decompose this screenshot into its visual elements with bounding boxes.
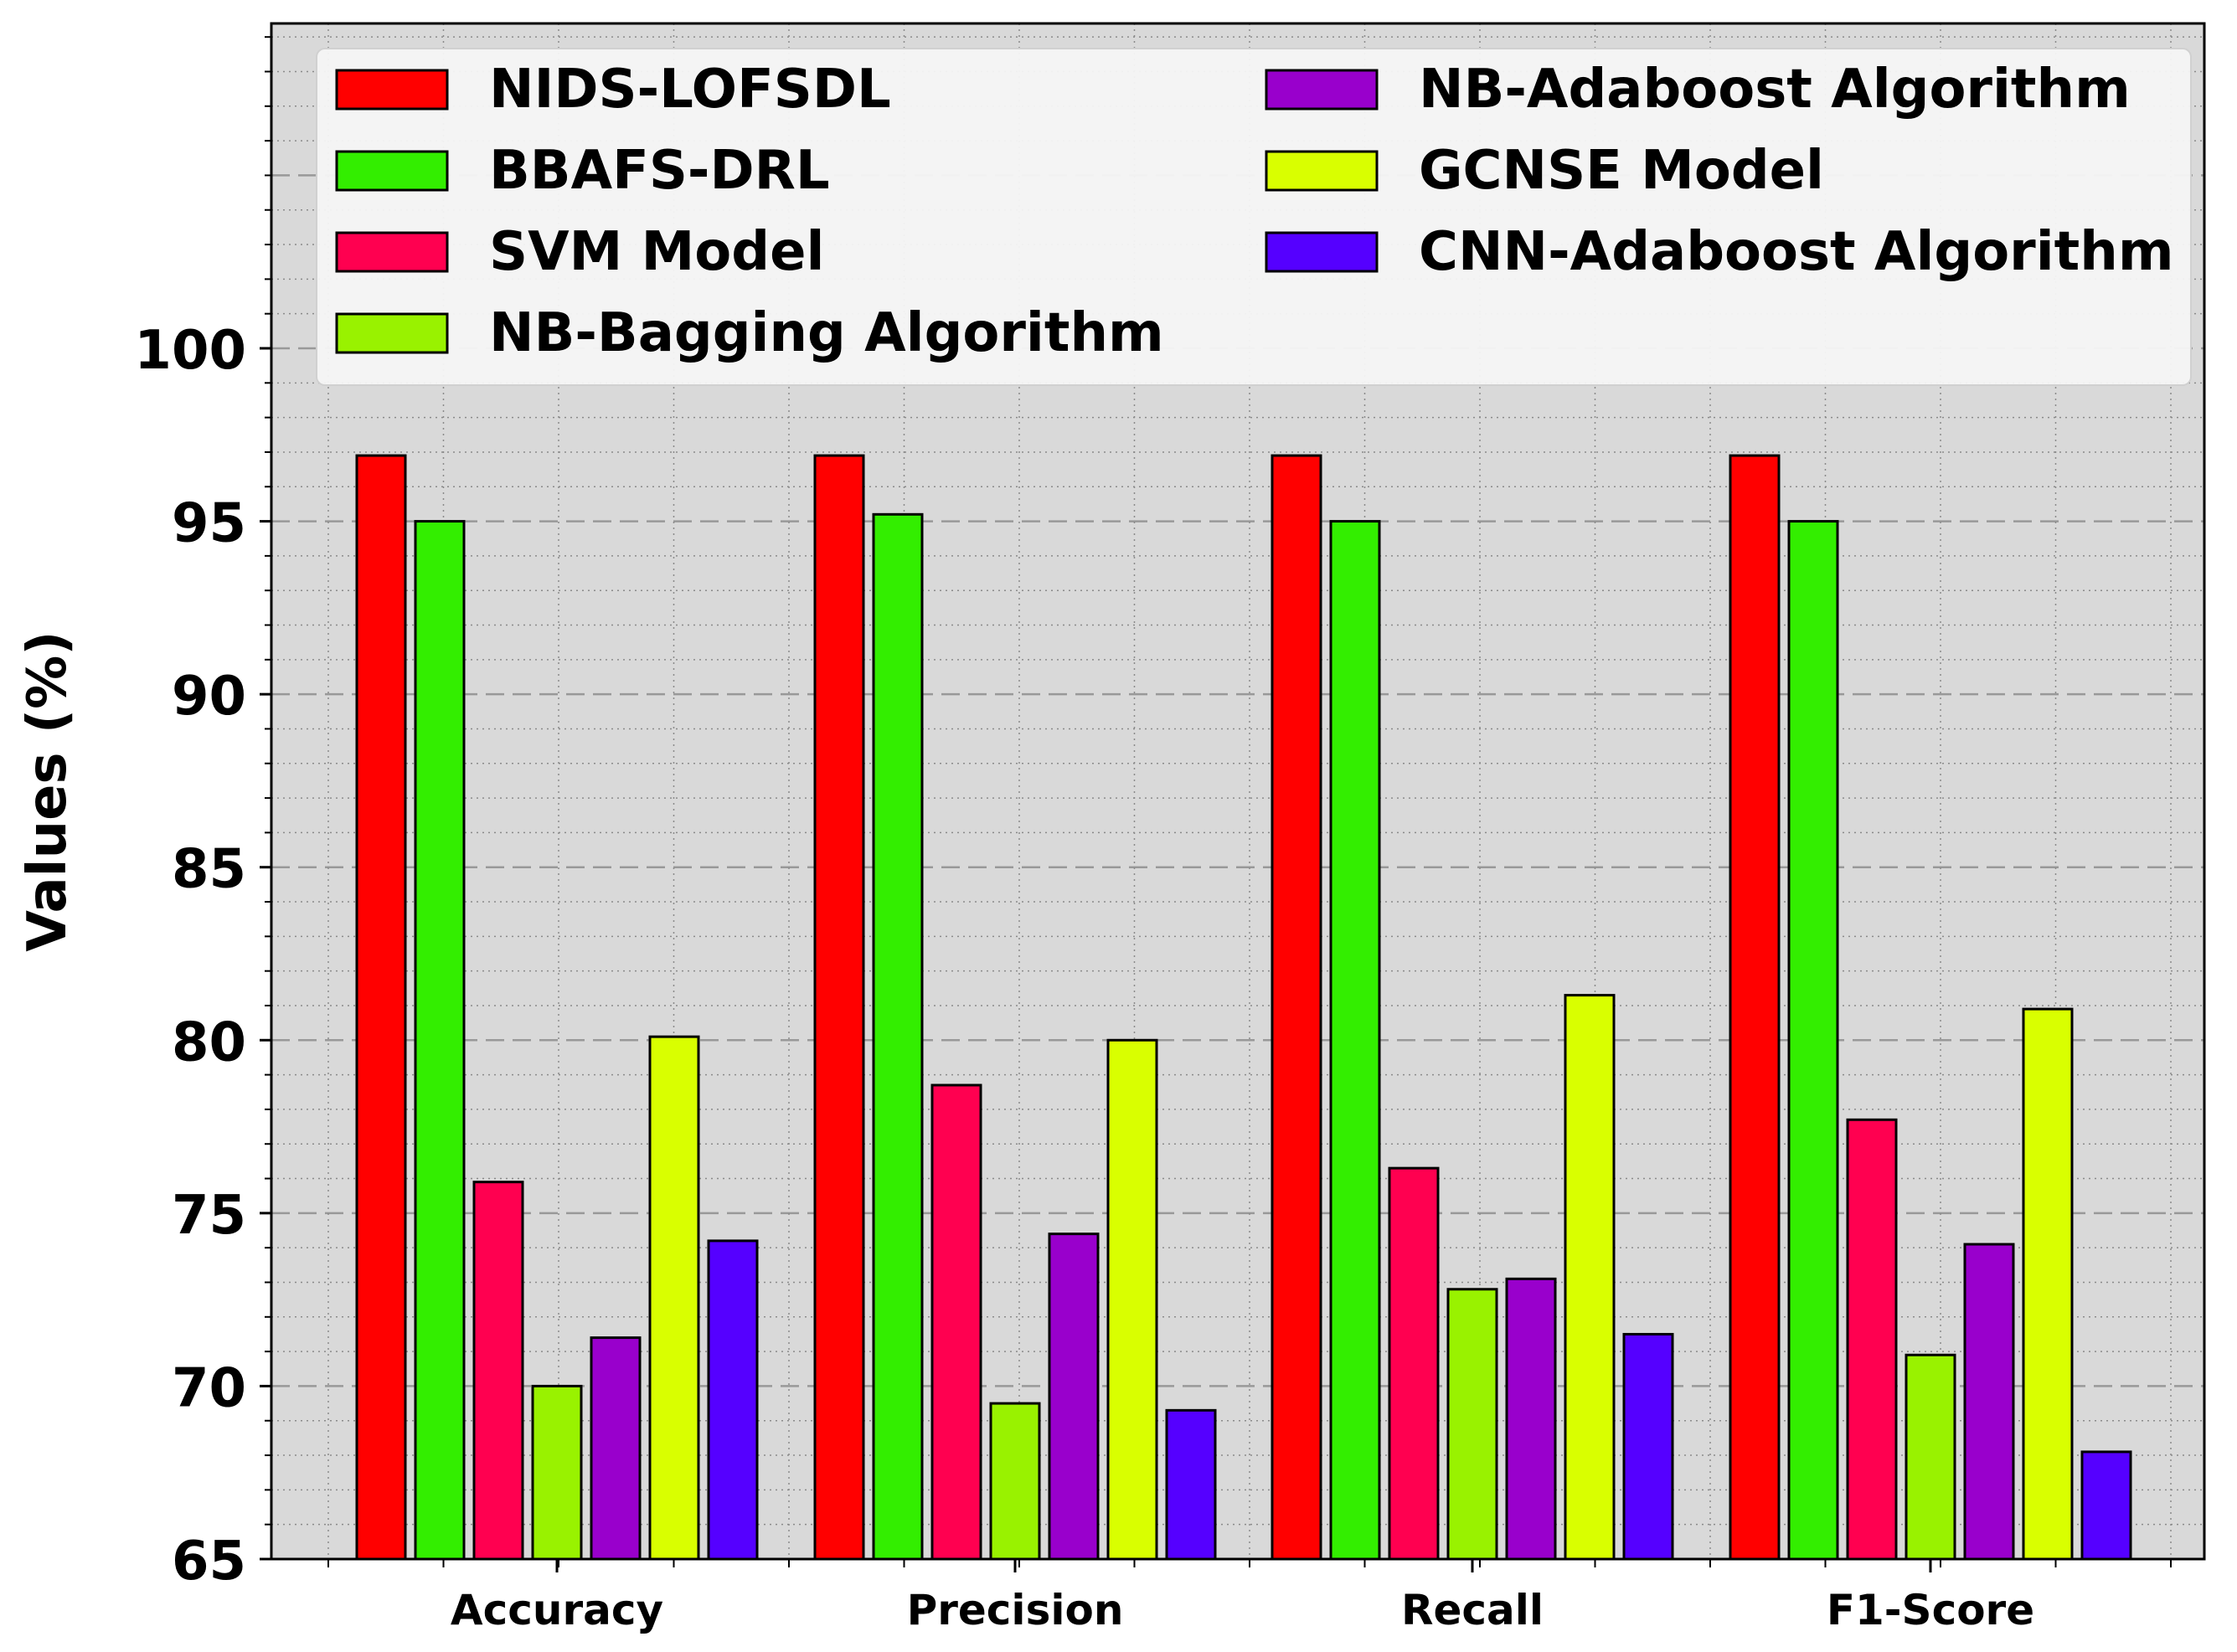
- bar-precision-nb-adaboost-algorithm: [1048, 1233, 1100, 1561]
- bar-recall-nb-bagging-algorithm: [1446, 1288, 1498, 1561]
- legend-box: [316, 48, 2192, 386]
- y-axis-label: Values (%): [17, 630, 79, 951]
- legend-swatch: [335, 312, 449, 354]
- bar-accuracy-svm-model: [472, 1181, 524, 1561]
- bar-accuracy-cnn-adaboost-algorithm: [707, 1239, 759, 1561]
- legend-swatch: [1265, 150, 1379, 192]
- legend-label: NB-Adaboost Algorithm: [1419, 59, 2131, 121]
- bar-f1-score-cnn-adaboost-algorithm: [2080, 1450, 2132, 1561]
- legend-label: BBAFS-DRL: [489, 140, 830, 202]
- y-tick-label: 95: [172, 493, 246, 555]
- bar-precision-svm-model: [930, 1083, 982, 1561]
- legend-swatch: [335, 231, 449, 273]
- legend-label: NIDS-LOFSDL: [489, 59, 891, 121]
- bar-f1-score-nids-lofsdl: [1729, 454, 1781, 1561]
- bar-accuracy-bbafs-drl: [414, 520, 466, 1561]
- bar-f1-score-gcnse-model: [2022, 1007, 2074, 1561]
- legend-label: SVM Model: [489, 221, 824, 283]
- bar-recall-svm-model: [1388, 1166, 1440, 1561]
- bar-precision-nb-bagging-algorithm: [989, 1402, 1041, 1561]
- bar-accuracy-gcnse-model: [648, 1035, 700, 1561]
- legend-swatch: [1265, 231, 1379, 273]
- bar-precision-gcnse-model: [1106, 1038, 1158, 1561]
- bar-accuracy-nb-adaboost-algorithm: [590, 1336, 642, 1561]
- y-tick-label: 80: [172, 1011, 246, 1073]
- bar-accuracy-nb-bagging-algorithm: [531, 1384, 583, 1561]
- bar-precision-bbafs-drl: [872, 512, 924, 1561]
- bar-recall-cnn-adaboost-algorithm: [1622, 1332, 1674, 1561]
- legend-swatch: [335, 69, 449, 111]
- legend-swatch: [1265, 69, 1379, 111]
- bar-precision-cnn-adaboost-algorithm: [1165, 1408, 1217, 1561]
- x-tick-label: Accuracy: [451, 1586, 663, 1634]
- x-tick-label: F1-Score: [1827, 1586, 2034, 1634]
- bar-f1-score-nb-bagging-algorithm: [1905, 1353, 1956, 1561]
- legend-label: CNN-Adaboost Algorithm: [1419, 221, 2174, 283]
- bar-precision-nids-lofsdl: [813, 454, 865, 1561]
- y-tick-label: 70: [172, 1357, 246, 1419]
- axis-ticks: 65 70 75 80 85 90 95 100 Accuracy Precision Recall…: [134, 36, 2172, 1634]
- x-tick-label: Recall: [1401, 1586, 1544, 1634]
- y-tick-label: 85: [172, 839, 246, 901]
- y-tick-label: 75: [172, 1185, 246, 1247]
- bar-recall-bbafs-drl: [1329, 520, 1381, 1561]
- legend-label: NB-Bagging Algorithm: [489, 302, 1164, 364]
- bar-accuracy-nids-lofsdl: [355, 454, 407, 1561]
- legend-swatch: [335, 150, 449, 192]
- plot-frame: [270, 22, 2206, 1561]
- bar-recall-gcnse-model: [1564, 994, 1616, 1561]
- y-tick-label: 90: [172, 666, 246, 728]
- x-tick-label: Precision: [907, 1586, 1124, 1634]
- bar-f1-score-nb-adaboost-algorithm: [1963, 1243, 2015, 1561]
- bar-f1-score-bbafs-drl: [1787, 520, 1839, 1561]
- y-tick-label: 100: [134, 320, 246, 382]
- legend: NIDS-LOFSDL BBAFS-DRL SVM Model NB-Bagging …: [316, 48, 2192, 386]
- bar-recall-nids-lofsdl: [1271, 454, 1322, 1561]
- legend-label: GCNSE Model: [1419, 140, 1824, 202]
- y-tick-label: 65: [172, 1531, 246, 1593]
- bar-f1-score-svm-model: [1846, 1118, 1898, 1561]
- bar-recall-nb-adaboost-algorithm: [1505, 1277, 1557, 1561]
